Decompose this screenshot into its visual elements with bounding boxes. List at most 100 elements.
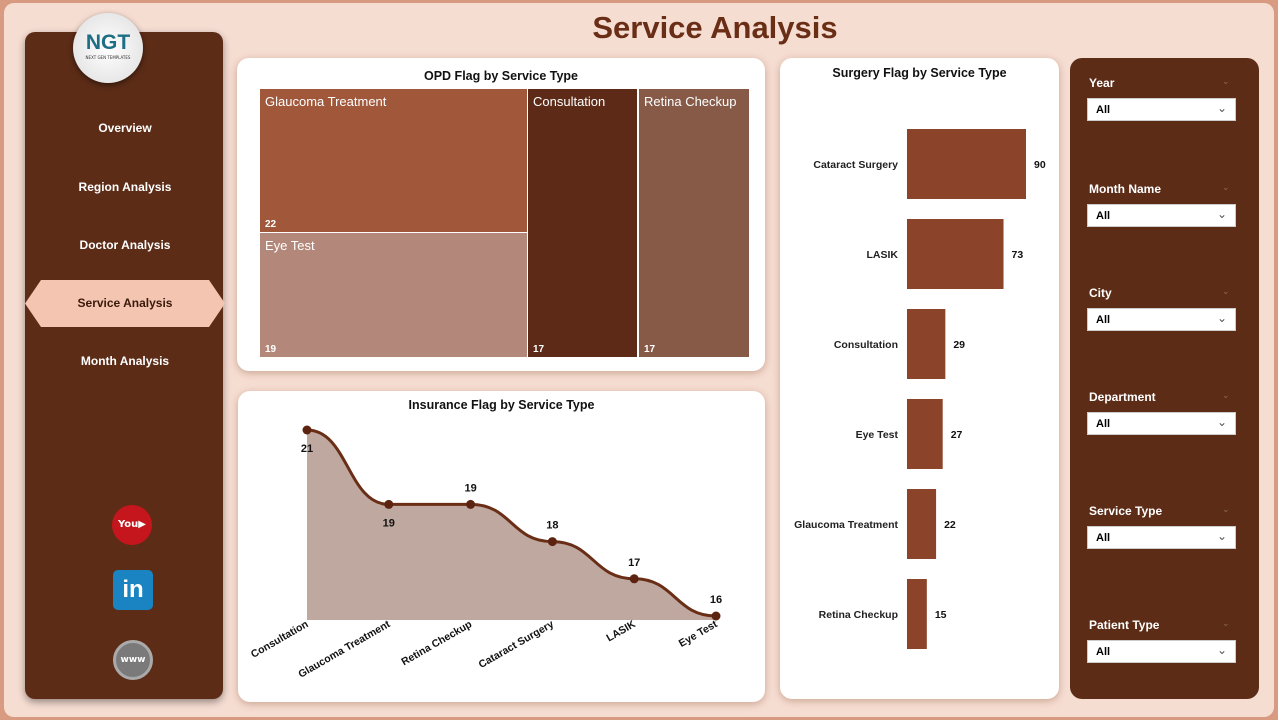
chevron-down-icon: ⌄ [1216, 529, 1227, 543]
surgery-bar-card: Surgery Flag by Service Type 90 Cataract … [780, 58, 1059, 699]
chart-title: Insurance Flag by Service Type [408, 398, 595, 412]
data-point [384, 499, 394, 509]
youtube-icon[interactable]: You▶ [112, 505, 152, 545]
y-tick-label: Cataract Surgery [813, 159, 898, 171]
data-point [466, 499, 476, 509]
logo-text: NGT [85, 31, 131, 54]
bar [907, 489, 937, 559]
x-tick-label: Retina Checkup [399, 618, 474, 668]
data-label: 21 [301, 443, 313, 455]
dropdown-value: All [1096, 418, 1111, 430]
filter-label: Year [1089, 76, 1115, 90]
filter-label: Patient Type [1089, 618, 1160, 632]
filter-dropdown[interactable]: All ⌄ [1087, 640, 1236, 663]
dropdown-value: All [1096, 314, 1111, 326]
nav-region-analysis[interactable]: Region Analysis [78, 180, 172, 194]
data-label: 19 [383, 517, 395, 529]
bar [907, 579, 927, 649]
treemap-tile[interactable]: Eye Test 19 [260, 233, 527, 357]
y-tick-label: Retina Checkup [819, 609, 898, 621]
data-label: 17 [628, 557, 640, 569]
tile-label: Eye Test [265, 238, 315, 253]
chevron-down-icon: ⌄ [1216, 415, 1227, 429]
dropdown-value: All [1096, 104, 1111, 116]
tile-label: Consultation [533, 94, 606, 109]
filter-panel [1070, 58, 1259, 699]
tile-value: 22 [265, 219, 277, 230]
logo: NGT NEXT GEN TEMPLATES [73, 13, 143, 83]
bar [907, 399, 943, 469]
filter-dropdown[interactable]: All ⌄ [1087, 308, 1236, 331]
chevron-down-icon[interactable]: ⌄ [1222, 619, 1230, 629]
filter-label: City [1089, 286, 1112, 300]
data-point [547, 537, 557, 547]
chevron-down-icon[interactable]: ⌄ [1222, 505, 1230, 515]
chevron-down-icon[interactable]: ⌄ [1222, 77, 1230, 87]
filter-dropdown[interactable]: All ⌄ [1087, 204, 1236, 227]
tile-value: 17 [644, 344, 656, 355]
dropdown-value: All [1096, 532, 1111, 544]
y-tick-label: Glaucoma Treatment [794, 519, 898, 531]
chevron-down-icon: ⌄ [1216, 101, 1227, 115]
data-label: 19 [464, 482, 476, 494]
data-label: 73 [1012, 249, 1024, 261]
insurance-area-chart: 21 Consultation 19 Glaucoma Treatment 19 Reti… [249, 425, 722, 681]
page-title: Service Analysis [592, 10, 838, 45]
x-tick-label: Eye Test [677, 618, 720, 650]
nav-doctor-analysis[interactable]: Doctor Analysis [79, 238, 171, 252]
nav-overview[interactable]: Overview [98, 121, 152, 135]
tile-label: Glaucoma Treatment [265, 94, 387, 109]
opd-treemap-card: OPD Flag by Service Type Glaucoma Treatm… [237, 58, 765, 371]
data-point [629, 574, 639, 584]
filter-dropdown[interactable]: All ⌄ [1087, 526, 1236, 549]
y-tick-label: Consultation [834, 339, 898, 351]
chevron-down-icon[interactable]: ⌄ [1222, 183, 1230, 193]
bar [907, 129, 1026, 199]
y-tick-label: LASIK [867, 249, 899, 261]
chevron-down-icon: ⌄ [1216, 207, 1227, 221]
surgery-bar-chart: 90 Cataract Surgery 73 LASIK 29 Consultation 2… [794, 129, 1046, 649]
data-label: 16 [710, 594, 722, 606]
data-label: 29 [953, 339, 965, 351]
dropdown-value: All [1096, 646, 1111, 658]
data-point [711, 611, 721, 621]
tile-value: 17 [533, 344, 545, 355]
data-label: 27 [951, 429, 963, 441]
dropdown-value: All [1096, 210, 1111, 222]
tile-label: Retina Checkup [644, 94, 737, 109]
data-label: 22 [944, 519, 956, 531]
nav-month-analysis[interactable]: Month Analysis [80, 354, 170, 368]
bar [907, 219, 1004, 289]
chevron-down-icon: ⌄ [1216, 311, 1227, 325]
filter-dropdown[interactable]: All ⌄ [1087, 98, 1236, 121]
data-label: 18 [546, 520, 558, 532]
chevron-down-icon[interactable]: ⌄ [1222, 391, 1230, 401]
x-tick-label: Glaucoma Treatment [296, 618, 392, 681]
series-line [306, 428, 717, 618]
tile-value: 19 [265, 344, 277, 355]
y-tick-label: Eye Test [856, 429, 899, 441]
logo-subtitle: NEXT GEN TEMPLATES [85, 55, 131, 60]
data-label: 90 [1034, 159, 1046, 171]
bar [907, 309, 946, 379]
data-point [302, 425, 312, 435]
filter-dropdown[interactable]: All ⌄ [1087, 412, 1236, 435]
filter-label: Service Type [1089, 504, 1163, 518]
www-icon[interactable]: www [113, 640, 153, 680]
x-tick-label: LASIK [604, 618, 638, 644]
filter-label: Month Name [1089, 182, 1161, 196]
linkedin-icon[interactable]: in [113, 570, 153, 610]
data-label: 15 [935, 609, 947, 621]
chevron-down-icon[interactable]: ⌄ [1222, 287, 1230, 297]
nav-service-analysis[interactable]: Service Analysis [25, 280, 225, 327]
chart-title: OPD Flag by Service Type [424, 69, 578, 83]
chevron-down-icon: ⌄ [1216, 643, 1227, 657]
treemap-tile[interactable]: Retina Checkup 17 [639, 89, 749, 357]
x-tick-label: Consultation [249, 618, 311, 660]
filter-label: Department [1089, 390, 1156, 404]
treemap-tile[interactable]: Consultation 17 [528, 89, 637, 357]
x-tick-label: Cataract Surgery [477, 618, 556, 671]
insurance-area-card: Insurance Flag by Service Type 21 Consult… [238, 391, 765, 702]
chart-title: Surgery Flag by Service Type [832, 66, 1007, 80]
treemap-tile[interactable]: Glaucoma Treatment 22 [260, 89, 527, 232]
